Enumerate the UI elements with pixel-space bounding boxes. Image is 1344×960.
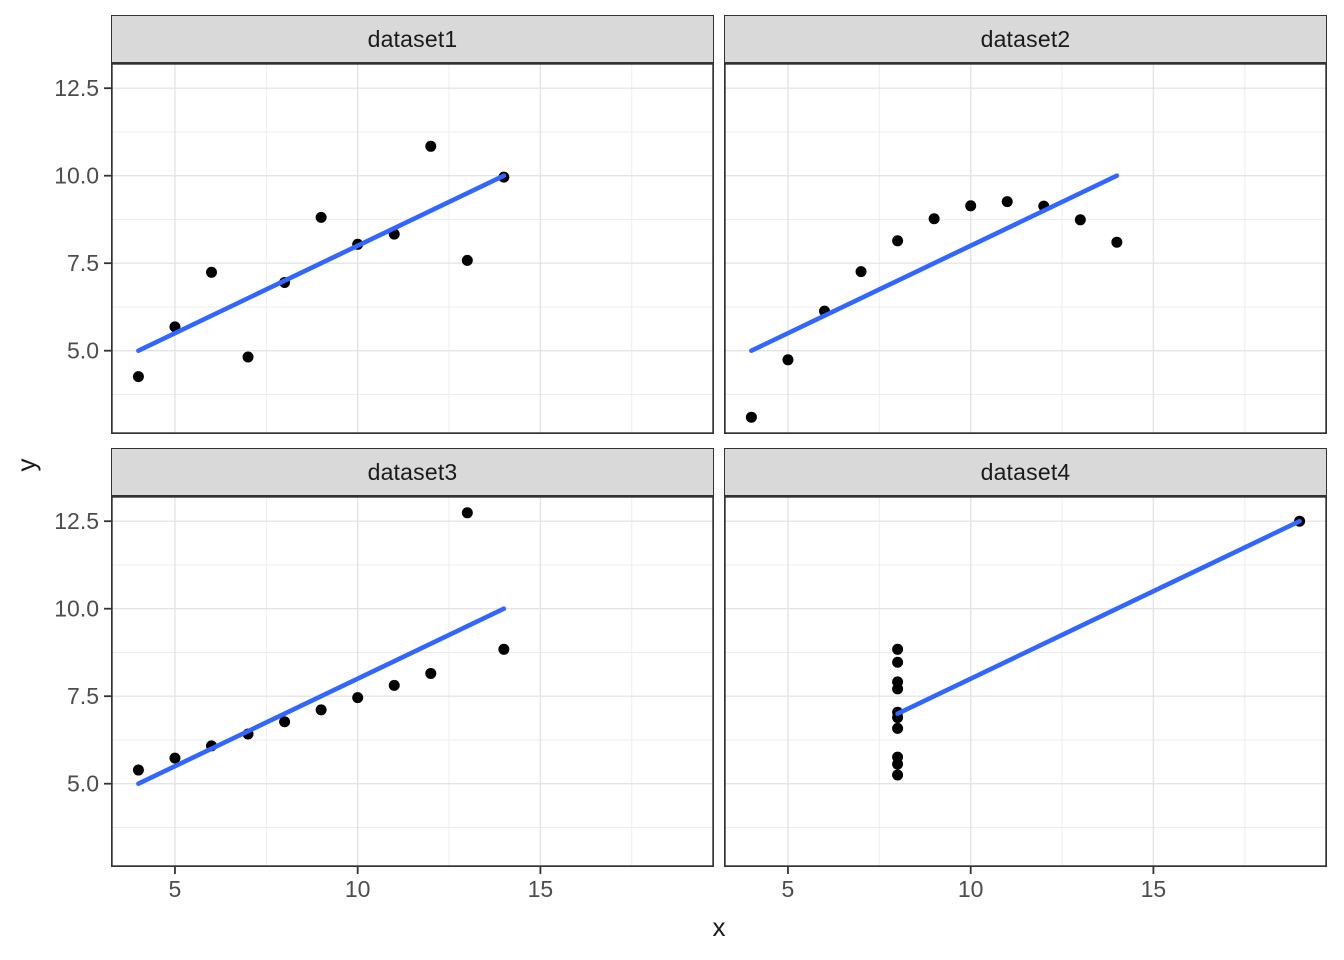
x-tick-label: 5 xyxy=(782,876,795,902)
facet-strip: dataset4 xyxy=(724,448,1327,496)
x-tick-label: 10 xyxy=(345,876,371,902)
facet-strip-label: dataset1 xyxy=(367,25,458,52)
y-tick-label: 12.5 xyxy=(54,75,99,101)
facet-strip-label: dataset4 xyxy=(980,458,1071,485)
facet-panel xyxy=(111,63,714,434)
data-point xyxy=(892,643,904,655)
facet-dataset4: dataset4 xyxy=(724,448,1327,867)
data-point xyxy=(388,679,400,691)
panel-background xyxy=(111,63,714,434)
facet-strip: dataset3 xyxy=(111,448,714,496)
data-point xyxy=(892,235,904,247)
data-point xyxy=(315,704,327,716)
data-point xyxy=(745,411,757,423)
data-point xyxy=(1111,236,1123,248)
y-tick-label: 12.5 xyxy=(54,508,99,534)
regression-line xyxy=(136,173,507,354)
data-point xyxy=(425,140,437,152)
panel-border xyxy=(111,496,714,867)
data-point xyxy=(498,643,510,655)
data-point xyxy=(855,266,867,278)
y-tick-label: 5.0 xyxy=(67,771,99,797)
data-point xyxy=(315,211,327,223)
facet-strip: dataset1 xyxy=(111,15,714,63)
data-point xyxy=(352,692,364,704)
facet-strip: dataset2 xyxy=(724,15,1327,63)
y-tick-label: 10.0 xyxy=(54,163,99,189)
data-point xyxy=(892,769,904,781)
data-point xyxy=(279,716,291,728)
data-point xyxy=(206,266,217,278)
x-tick-label: 10 xyxy=(958,876,984,902)
data-point xyxy=(965,200,977,212)
facet-strip-label: dataset3 xyxy=(367,458,458,485)
regression-line xyxy=(749,173,1120,354)
facet-panel xyxy=(724,496,1327,867)
regression-line xyxy=(136,606,507,787)
facet-dataset1: dataset1 xyxy=(111,15,714,434)
facet-strip-label: dataset2 xyxy=(980,25,1071,52)
data-point xyxy=(132,764,144,776)
data-point xyxy=(242,351,254,363)
facet-dataset2: dataset2 xyxy=(724,15,1327,434)
x-tick-label: 5 xyxy=(169,876,182,902)
x-tick-label: 15 xyxy=(528,876,554,902)
data-point xyxy=(1074,214,1086,226)
data-point xyxy=(892,751,904,763)
panel-border xyxy=(724,63,1327,434)
regression-line xyxy=(895,518,1302,716)
data-point xyxy=(1001,196,1013,208)
y-tick-label: 7.5 xyxy=(67,250,99,276)
data-point xyxy=(782,354,794,366)
data-point xyxy=(461,254,473,266)
y-axis-title: y xyxy=(11,458,41,472)
x-tick-label: 15 xyxy=(1141,876,1167,902)
panel-background xyxy=(111,496,714,867)
data-point xyxy=(892,722,904,734)
data-point xyxy=(132,371,144,383)
facet-panel xyxy=(724,63,1327,434)
data-point xyxy=(169,752,181,764)
data-point xyxy=(425,667,437,679)
data-point xyxy=(928,213,940,225)
y-tick-label: 10.0 xyxy=(54,596,99,622)
panel-border xyxy=(724,496,1327,867)
data-point xyxy=(461,507,473,519)
y-tick-label: 5.0 xyxy=(67,338,99,364)
facet-dataset3: dataset3 xyxy=(111,448,714,867)
panel-background xyxy=(724,63,1327,434)
data-point xyxy=(892,656,904,668)
x-axis-title: x xyxy=(712,912,726,942)
data-point xyxy=(892,676,904,688)
y-tick-label: 7.5 xyxy=(67,683,99,709)
panel-border xyxy=(111,63,714,434)
facet-panel xyxy=(111,496,714,867)
